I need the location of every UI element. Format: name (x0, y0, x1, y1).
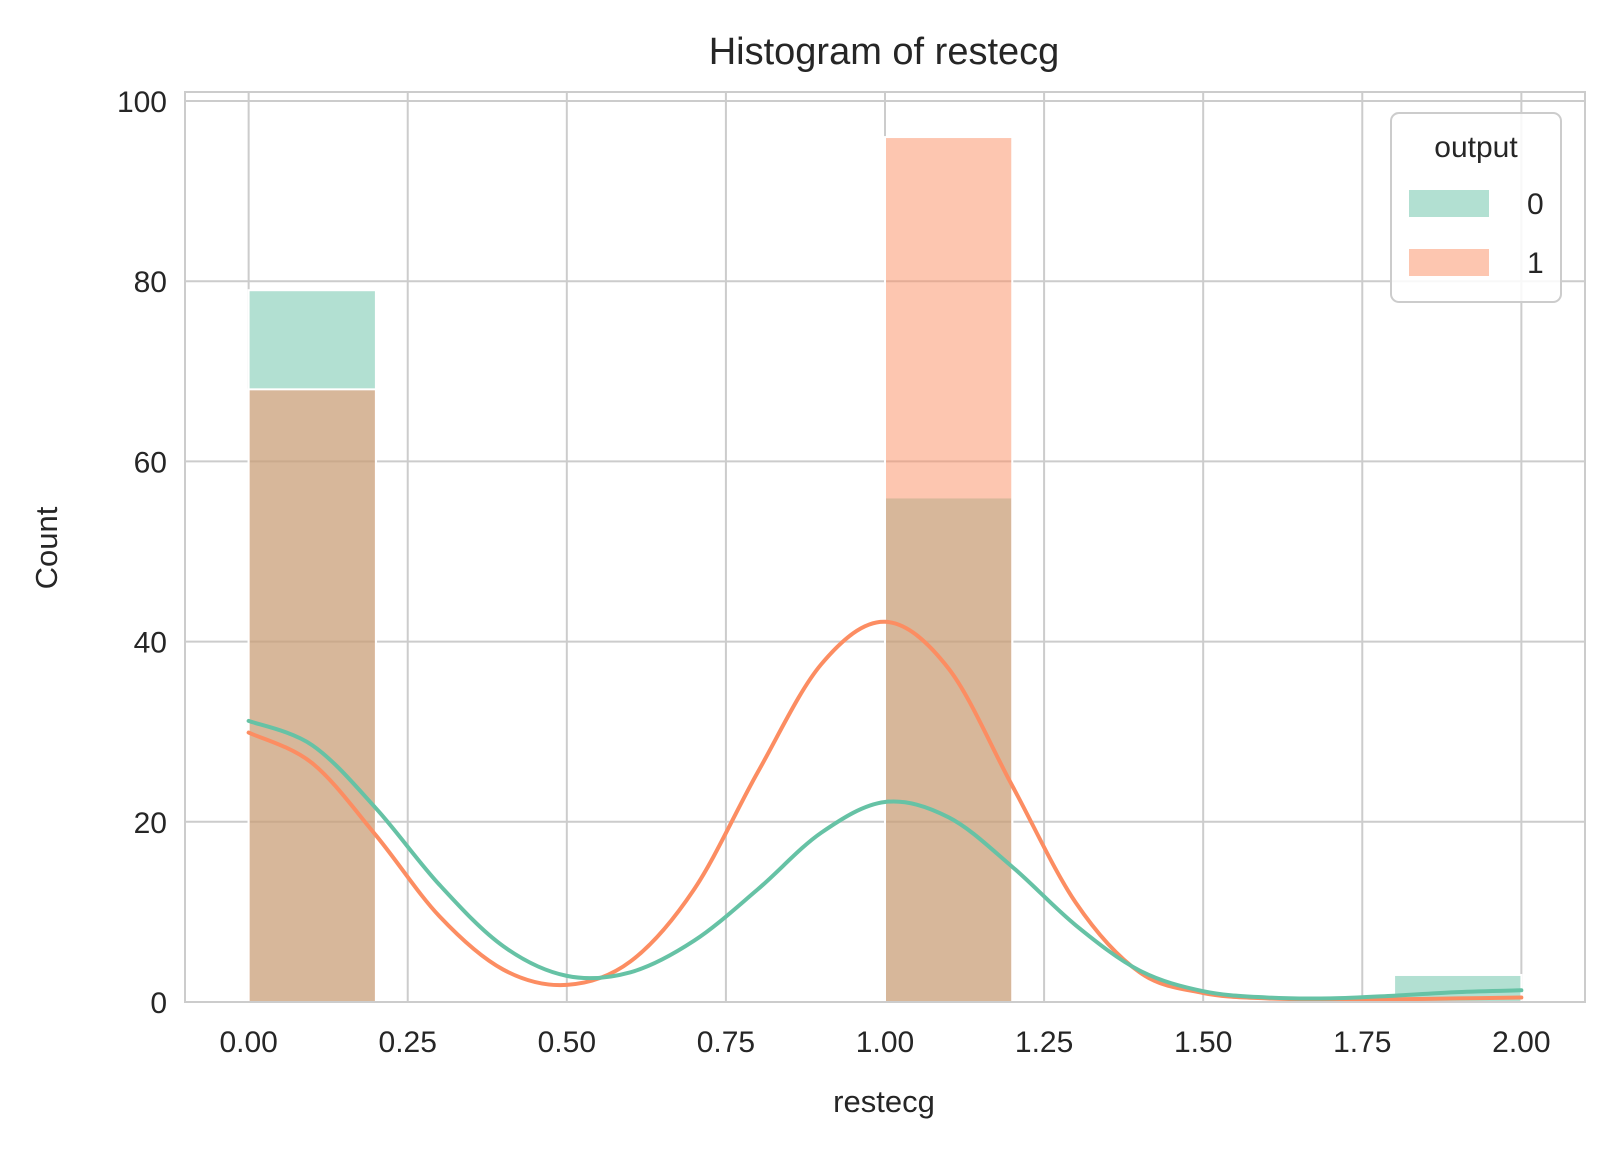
x-tick-label: 1.75 (1333, 1026, 1391, 1059)
legend-swatch-1 (1409, 249, 1489, 276)
legend-swatch-0 (1409, 190, 1489, 217)
x-tick-label: 0.75 (697, 1026, 755, 1059)
legend-label-1: 1 (1527, 247, 1544, 280)
legend-label-0: 0 (1527, 188, 1544, 221)
chart-title: Histogram of restecg (709, 31, 1060, 73)
x-tick-label: 2.00 (1492, 1026, 1550, 1059)
y-tick-label: 40 (134, 627, 167, 660)
y-tick-label: 80 (134, 266, 167, 299)
x-tick-label: 1.00 (856, 1026, 914, 1059)
axes-frame (184, 91, 1586, 1003)
x-tick-label: 0.25 (379, 1026, 437, 1059)
bar-series-1-bin-0 (247, 388, 377, 1003)
legend-entries: 01 (1409, 188, 1544, 280)
x-tick-label: 0.50 (538, 1026, 596, 1059)
kde-line-series-0 (246, 718, 1524, 1001)
x-tick-label: 1.50 (1174, 1026, 1232, 1059)
plot-border (184, 91, 1586, 1003)
x-tick-labels: 0.00 0.25 0.50 0.75 1.00 1.25 1.50 1.75 2.00 (219, 1026, 1550, 1059)
bar-series-1-bin-1 (884, 136, 1014, 1003)
histogram-bars (247, 136, 1523, 1003)
kde-curves (246, 619, 1524, 1002)
legend: output 01 (1390, 112, 1562, 303)
y-tick-label: 20 (134, 807, 167, 840)
x-axis-title: restecg (833, 1084, 935, 1119)
x-tick-label: 0.00 (219, 1026, 277, 1059)
y-tick-label: 100 (117, 86, 167, 119)
y-tick-label: 60 (134, 446, 167, 479)
y-tick-label: 0 (150, 987, 167, 1020)
y-tick-labels: 0 20 40 60 80 100 (117, 86, 167, 1020)
x-tick-label: 1.25 (1015, 1026, 1073, 1059)
legend-title: output (1434, 131, 1518, 164)
y-axis-title: Count (29, 506, 64, 589)
